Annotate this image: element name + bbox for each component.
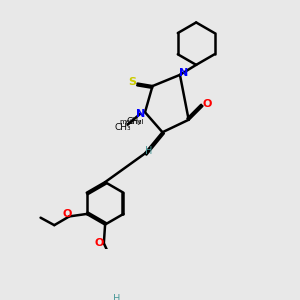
Text: O: O xyxy=(202,98,212,109)
Text: methyl: methyl xyxy=(120,119,144,125)
Text: H: H xyxy=(112,294,120,300)
Text: H: H xyxy=(145,146,152,156)
Text: CH₃: CH₃ xyxy=(115,123,131,132)
Text: N: N xyxy=(136,109,145,118)
Text: N: N xyxy=(179,68,188,78)
Text: CH₃: CH₃ xyxy=(126,117,142,126)
Text: O: O xyxy=(63,209,72,219)
Text: S: S xyxy=(128,77,136,87)
Text: O: O xyxy=(95,238,104,248)
